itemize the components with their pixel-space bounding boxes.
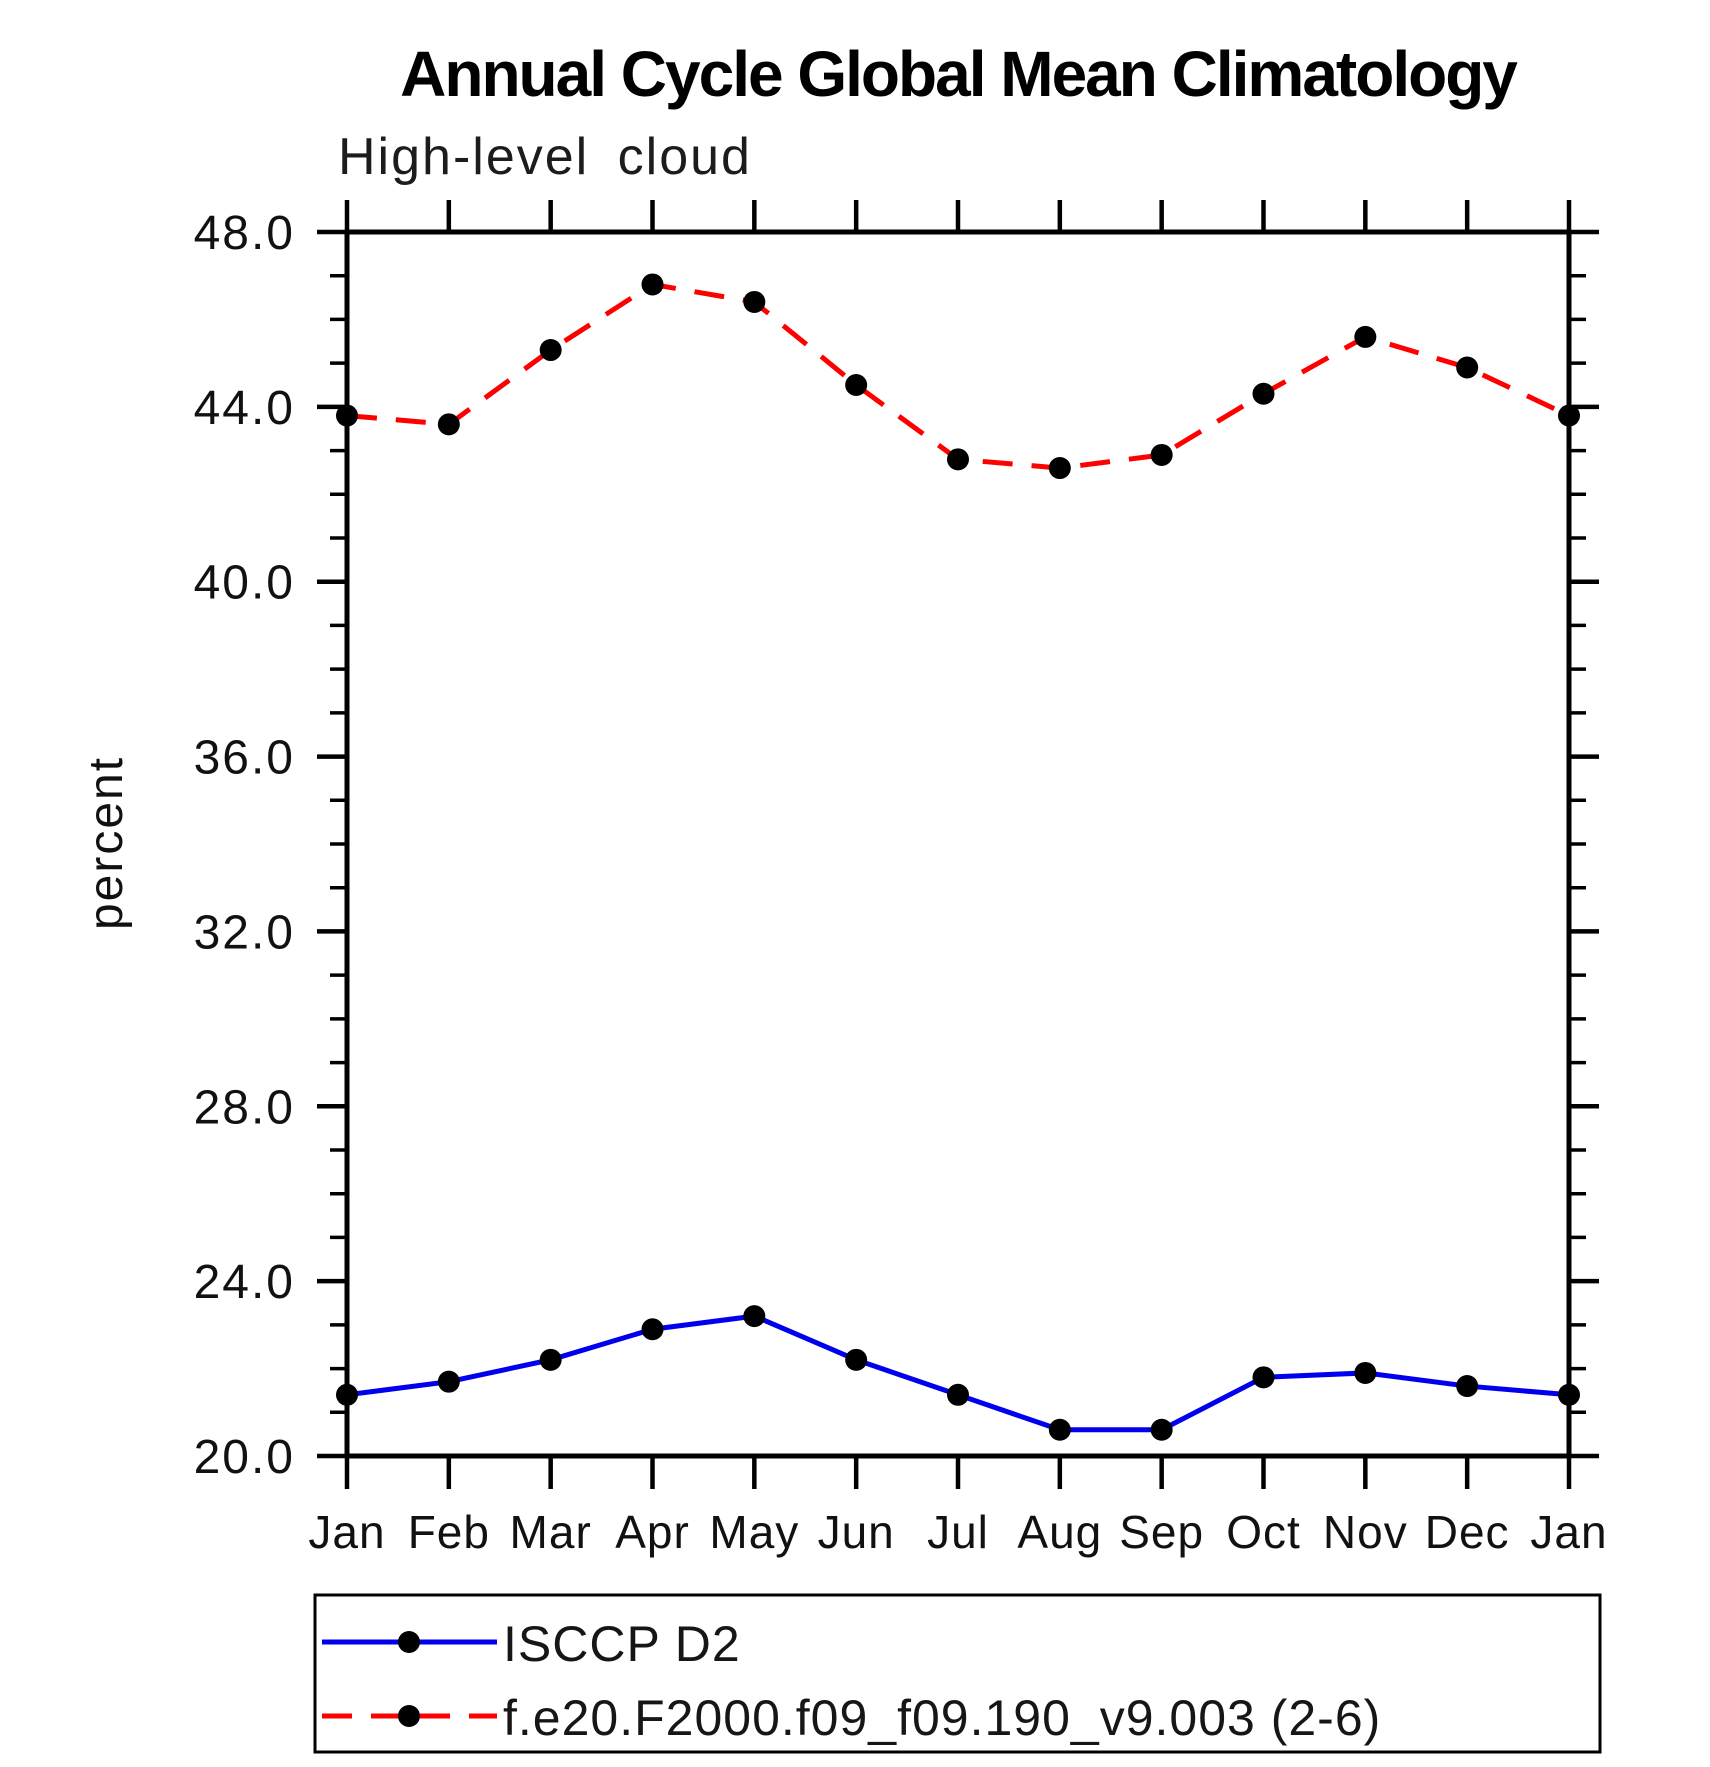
x-tick-label: Feb (408, 1506, 490, 1558)
y-tick-label: 28.0 (194, 1081, 295, 1134)
x-tick-label: Nov (1323, 1506, 1408, 1558)
legend-marker (398, 1705, 420, 1727)
x-tick-label: Aug (1017, 1506, 1102, 1558)
data-point-marker (1048, 1418, 1071, 1441)
legend: ISCCP D2 f.e20.F2000.f09_f09.190_v9.003 (… (313, 1593, 1602, 1754)
y-tick-label: 36.0 (194, 732, 295, 785)
y-tick-label: 24.0 (194, 1256, 295, 1309)
data-point-marker (437, 413, 460, 436)
data-point-marker (1558, 1383, 1580, 1406)
legend-label: ISCCP D2 (503, 1616, 741, 1672)
data-point-marker (1252, 1366, 1275, 1389)
data-point-marker (1252, 382, 1275, 405)
data-point-marker (1048, 457, 1071, 480)
data-point-marker (641, 273, 664, 296)
chart-title: Annual Cycle Global Mean Climatology (400, 38, 1518, 110)
x-tick-label: Jun (818, 1506, 895, 1558)
axis-frame (344, 229, 1572, 1459)
data-point-marker (1150, 443, 1173, 466)
data-point-marker (947, 448, 969, 471)
data-point-marker (1354, 1361, 1377, 1384)
data-point-marker (845, 374, 868, 396)
data-point-marker (743, 1305, 766, 1328)
legend-label: f.e20.F2000.f09_f09.190_v9.003 (2-6) (503, 1690, 1381, 1746)
y-tick-label: 40.0 (194, 557, 295, 610)
y-tick-label: 44.0 (194, 382, 295, 435)
y-tick-label: 48.0 (194, 207, 295, 260)
x-tick-label: Sep (1119, 1506, 1204, 1558)
data-point-marker (743, 290, 766, 313)
y-tick-label: 20.0 (194, 1431, 295, 1484)
data-point-marker (539, 339, 562, 362)
data-point-marker (641, 1318, 664, 1341)
legend-marker (398, 1631, 420, 1653)
data-point-marker (845, 1348, 868, 1371)
x-tick-label: Dec (1425, 1506, 1510, 1558)
x-tick-label: Jan (308, 1506, 385, 1558)
y-axis-label: percent (80, 756, 133, 930)
data-point-marker (539, 1348, 562, 1371)
data-point-marker (947, 1383, 969, 1406)
data-point-marker (1354, 325, 1377, 348)
data-point-marker (1456, 356, 1479, 379)
legend-box (313, 1593, 1602, 1754)
data-point-marker (1558, 404, 1580, 427)
chart-subtitle: High-level cloud (338, 128, 752, 186)
data-point-marker (336, 404, 358, 427)
data-point-marker (1456, 1375, 1479, 1398)
series-line-obs (346, 1313, 1570, 1433)
data-point-marker (336, 1383, 358, 1406)
x-tick-label: Jan (1530, 1506, 1607, 1558)
series-line-model (346, 281, 1571, 471)
data-point-marker (437, 1370, 460, 1393)
x-tick-label: Jul (927, 1506, 989, 1558)
x-tick-label: Oct (1226, 1506, 1301, 1558)
x-tick-label: Mar (510, 1506, 592, 1558)
y-tick-label: 32.0 (194, 906, 295, 959)
x-tick-label: May (709, 1506, 799, 1558)
x-tick-label: Apr (615, 1506, 690, 1558)
data-point-marker (1150, 1418, 1173, 1441)
